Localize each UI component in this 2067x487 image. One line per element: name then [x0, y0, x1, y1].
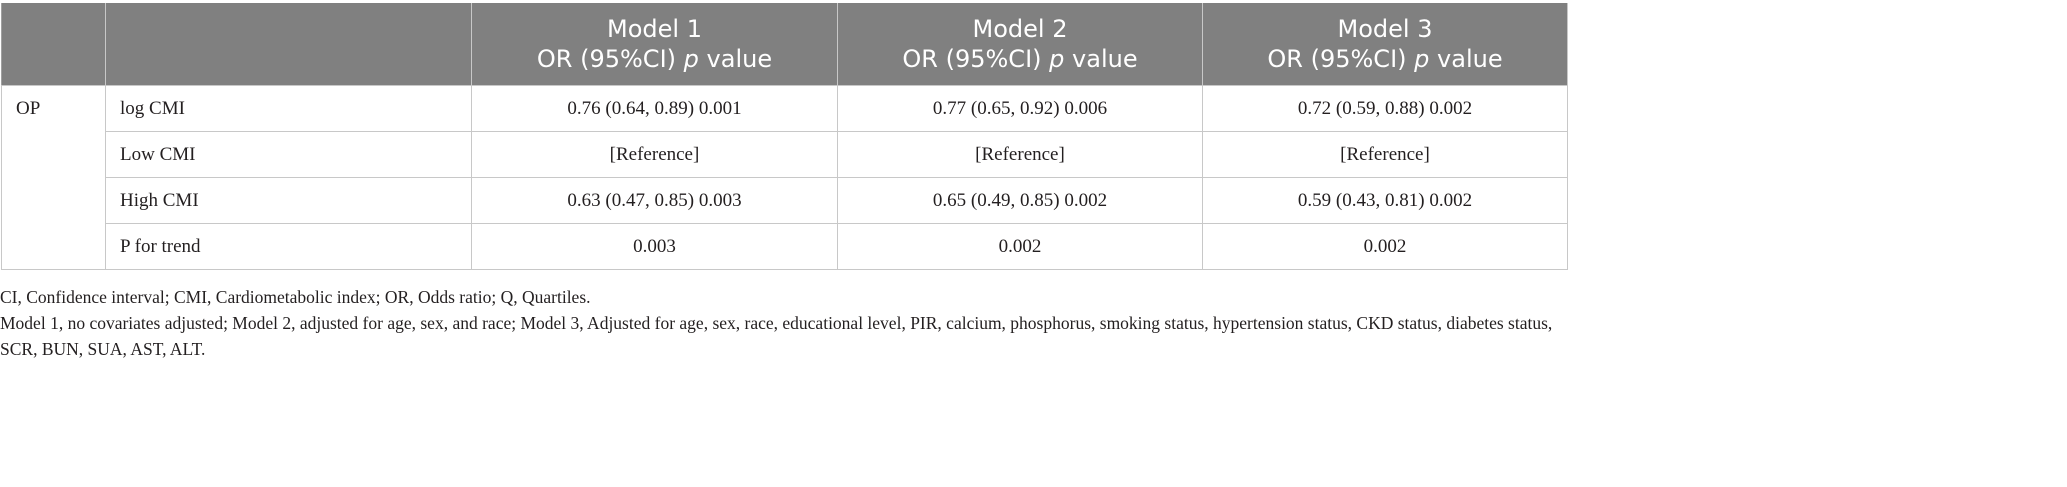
table-cell: 0.002: [1202, 223, 1568, 270]
model-1-metric-line: OR (95%CI) p value: [536, 45, 773, 73]
table-footnotes: CI, Confidence interval; CMI, Cardiometa…: [0, 284, 1568, 362]
table-cell: 0.59 (0.43, 0.81) 0.002: [1202, 177, 1568, 224]
row-label: log CMI: [105, 85, 472, 132]
table-cell: 0.002: [837, 223, 1203, 270]
row-label: High CMI: [105, 177, 472, 224]
model-1-name: Model 1: [607, 15, 702, 43]
header-variable-cell: [105, 3, 472, 86]
table-cell: 0.63 (0.47, 0.85) 0.003: [471, 177, 838, 224]
header-row: Model 1 OR (95%CI) p value Model 2 OR (9…: [1, 3, 1568, 86]
header-group-cell: [1, 3, 106, 86]
footnote-models: Model 1, no covariates adjusted; Model 2…: [0, 313, 1553, 359]
table-row: OP log CMI 0.76 (0.64, 0.89) 0.001 0.77 …: [1, 85, 1568, 270]
table-cell: 0.003: [471, 223, 838, 270]
table-cell: 0.72 (0.59, 0.88) 0.002: [1202, 85, 1568, 132]
header-model-3: Model 3 OR (95%CI) p value: [1202, 3, 1568, 86]
model-3-metric-line: OR (95%CI) p value: [1267, 45, 1503, 73]
table-cell: [Reference]: [837, 131, 1203, 178]
header-model-2: Model 2 OR (95%CI) p value: [837, 3, 1203, 86]
table-row: Low CMI [Reference] [Reference] [Referen…: [2, 131, 1568, 178]
table-row: P for trend 0.003 0.002 0.002: [2, 223, 1568, 270]
row-label: Low CMI: [105, 131, 472, 178]
results-table: Model 1 OR (95%CI) p value Model 2 OR (9…: [1, 3, 1568, 270]
row-label: P for trend: [105, 223, 472, 270]
header-model-1: Model 1 OR (95%CI) p value: [471, 3, 838, 86]
table-cell: [Reference]: [1202, 131, 1568, 178]
table-cell: 0.76 (0.64, 0.89) 0.001: [471, 85, 838, 132]
model-3-name: Model 3: [1337, 15, 1433, 43]
model-2-name: Model 2: [972, 15, 1068, 43]
table-cell: [Reference]: [471, 131, 838, 178]
footnote-abbreviations: CI, Confidence interval; CMI, Cardiometa…: [0, 287, 591, 307]
group-label-cell: OP: [1, 85, 106, 270]
table-cell: 0.77 (0.65, 0.92) 0.006: [837, 85, 1203, 132]
table-cell: 0.65 (0.49, 0.85) 0.002: [837, 177, 1203, 224]
model-2-metric-line: OR (95%CI) p value: [902, 45, 1138, 73]
table-row: High CMI 0.63 (0.47, 0.85) 0.003 0.65 (0…: [2, 177, 1568, 224]
